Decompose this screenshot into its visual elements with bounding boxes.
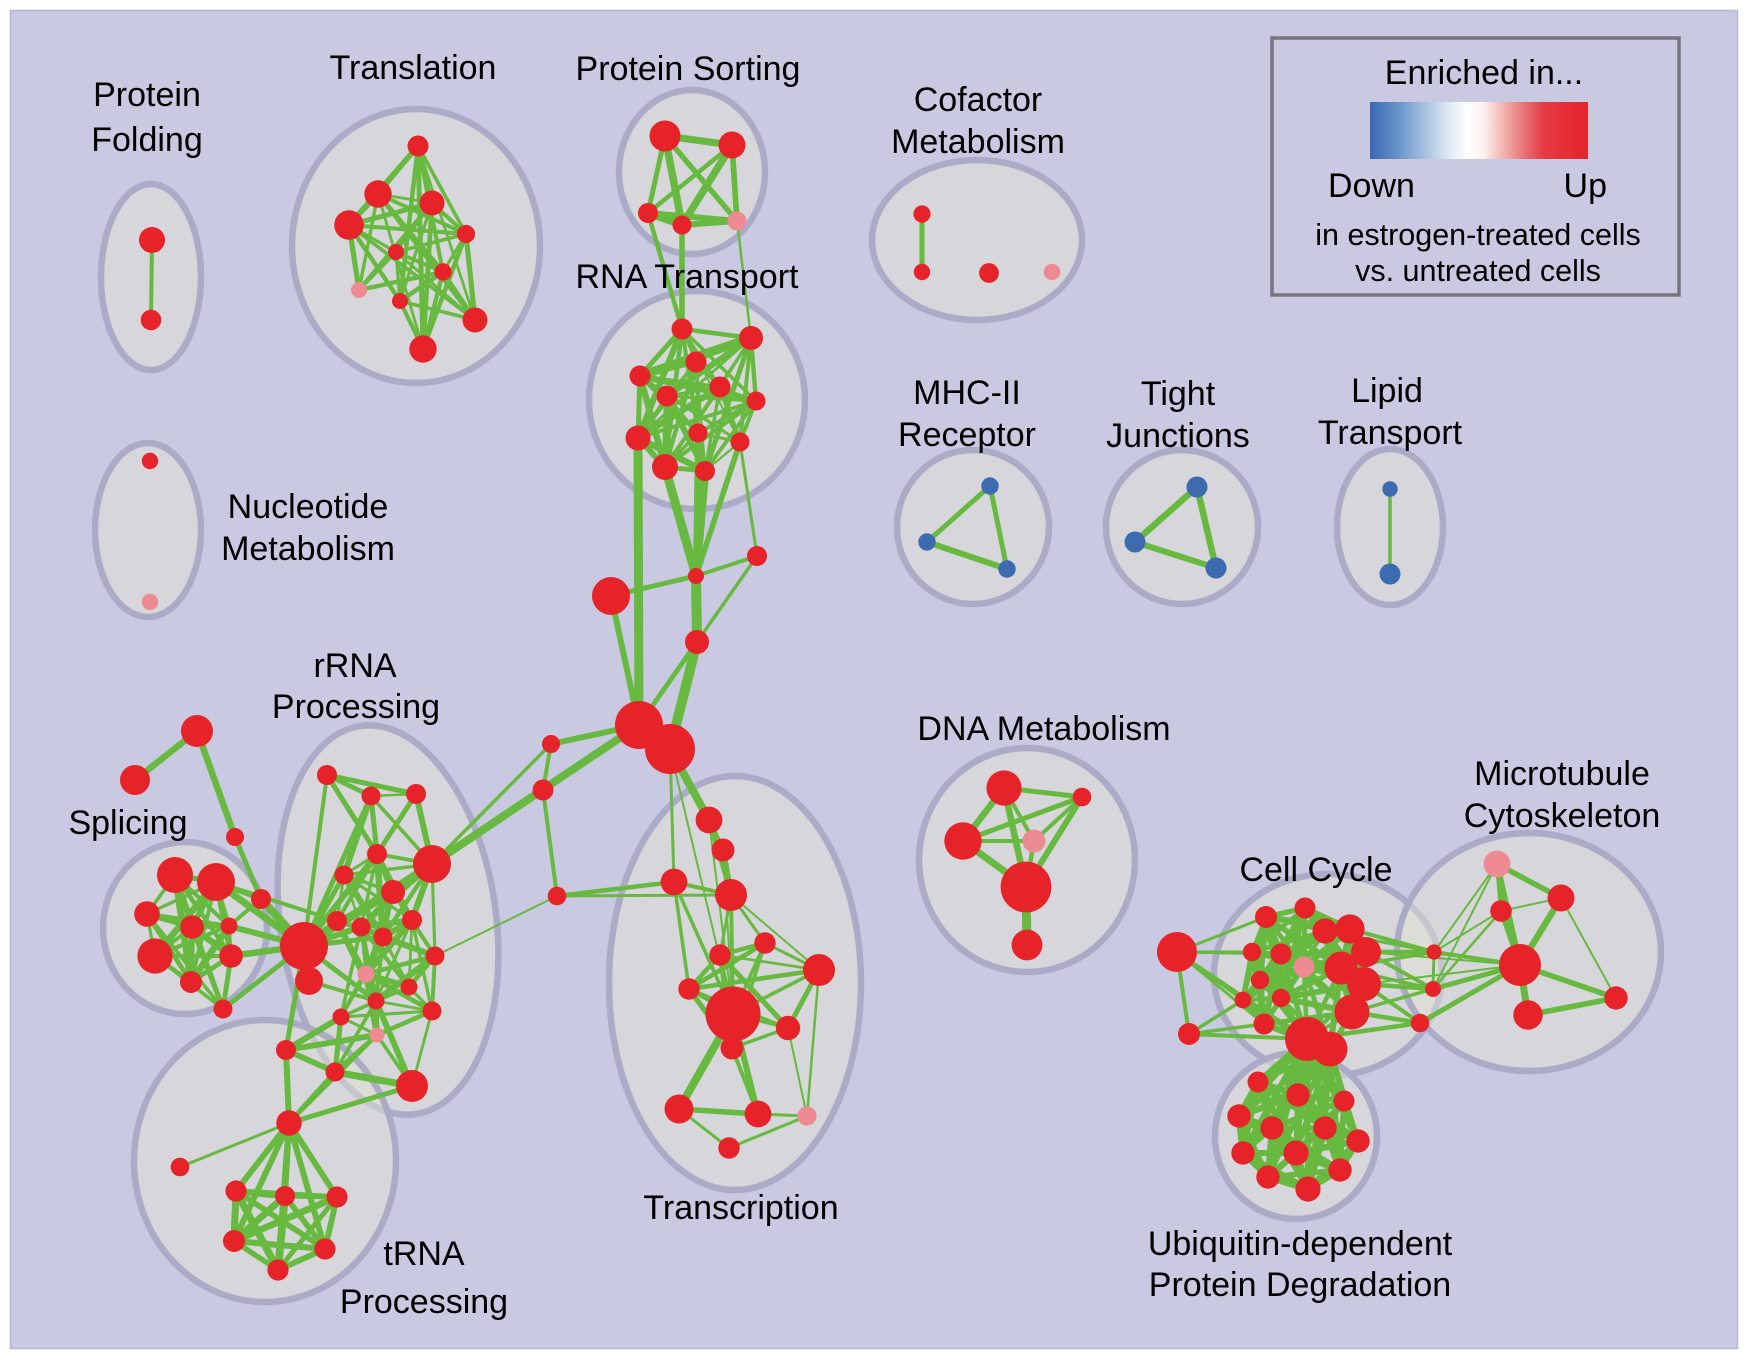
svg-text:Metabolism: Metabolism <box>891 123 1065 161</box>
svg-text:vs. untreated cells: vs. untreated cells <box>1355 254 1601 288</box>
svg-text:Metabolism: Metabolism <box>221 530 395 568</box>
svg-text:Protein: Protein <box>93 76 201 114</box>
svg-text:Cell Cycle: Cell Cycle <box>1239 851 1392 889</box>
svg-text:Folding: Folding <box>91 121 203 159</box>
svg-text:Protein Degradation: Protein Degradation <box>1149 1266 1451 1304</box>
svg-text:RNA Transport: RNA Transport <box>576 258 800 296</box>
svg-text:in estrogen-treated cells: in estrogen-treated cells <box>1315 218 1641 252</box>
svg-text:Up: Up <box>1564 167 1607 205</box>
svg-text:Protein Sorting: Protein Sorting <box>576 50 801 88</box>
svg-text:Tight: Tight <box>1141 375 1216 413</box>
svg-text:Nucleotide: Nucleotide <box>228 488 389 526</box>
svg-text:DNA Metabolism: DNA Metabolism <box>917 710 1170 748</box>
svg-text:Processing: Processing <box>340 1283 508 1321</box>
svg-text:Cytoskeleton: Cytoskeleton <box>1464 797 1661 835</box>
svg-text:Processing: Processing <box>272 688 440 726</box>
svg-text:Down: Down <box>1328 167 1415 205</box>
svg-text:rRNA: rRNA <box>313 647 396 685</box>
svg-text:Junctions: Junctions <box>1106 417 1250 455</box>
svg-text:tRNA: tRNA <box>383 1235 465 1273</box>
svg-text:Enriched in...: Enriched in... <box>1385 54 1583 92</box>
svg-text:Microtubule: Microtubule <box>1474 755 1650 793</box>
svg-text:Receptor: Receptor <box>898 416 1036 454</box>
svg-text:Lipid: Lipid <box>1351 372 1423 410</box>
svg-text:Ubiquitin-dependent: Ubiquitin-dependent <box>1148 1225 1453 1263</box>
svg-text:Transcription: Transcription <box>643 1189 838 1227</box>
svg-text:Translation: Translation <box>330 49 497 87</box>
svg-text:Transport: Transport <box>1318 414 1463 452</box>
svg-text:MHC-II: MHC-II <box>913 374 1021 412</box>
svg-text:Cofactor: Cofactor <box>914 81 1043 119</box>
svg-text:Splicing: Splicing <box>68 804 187 842</box>
